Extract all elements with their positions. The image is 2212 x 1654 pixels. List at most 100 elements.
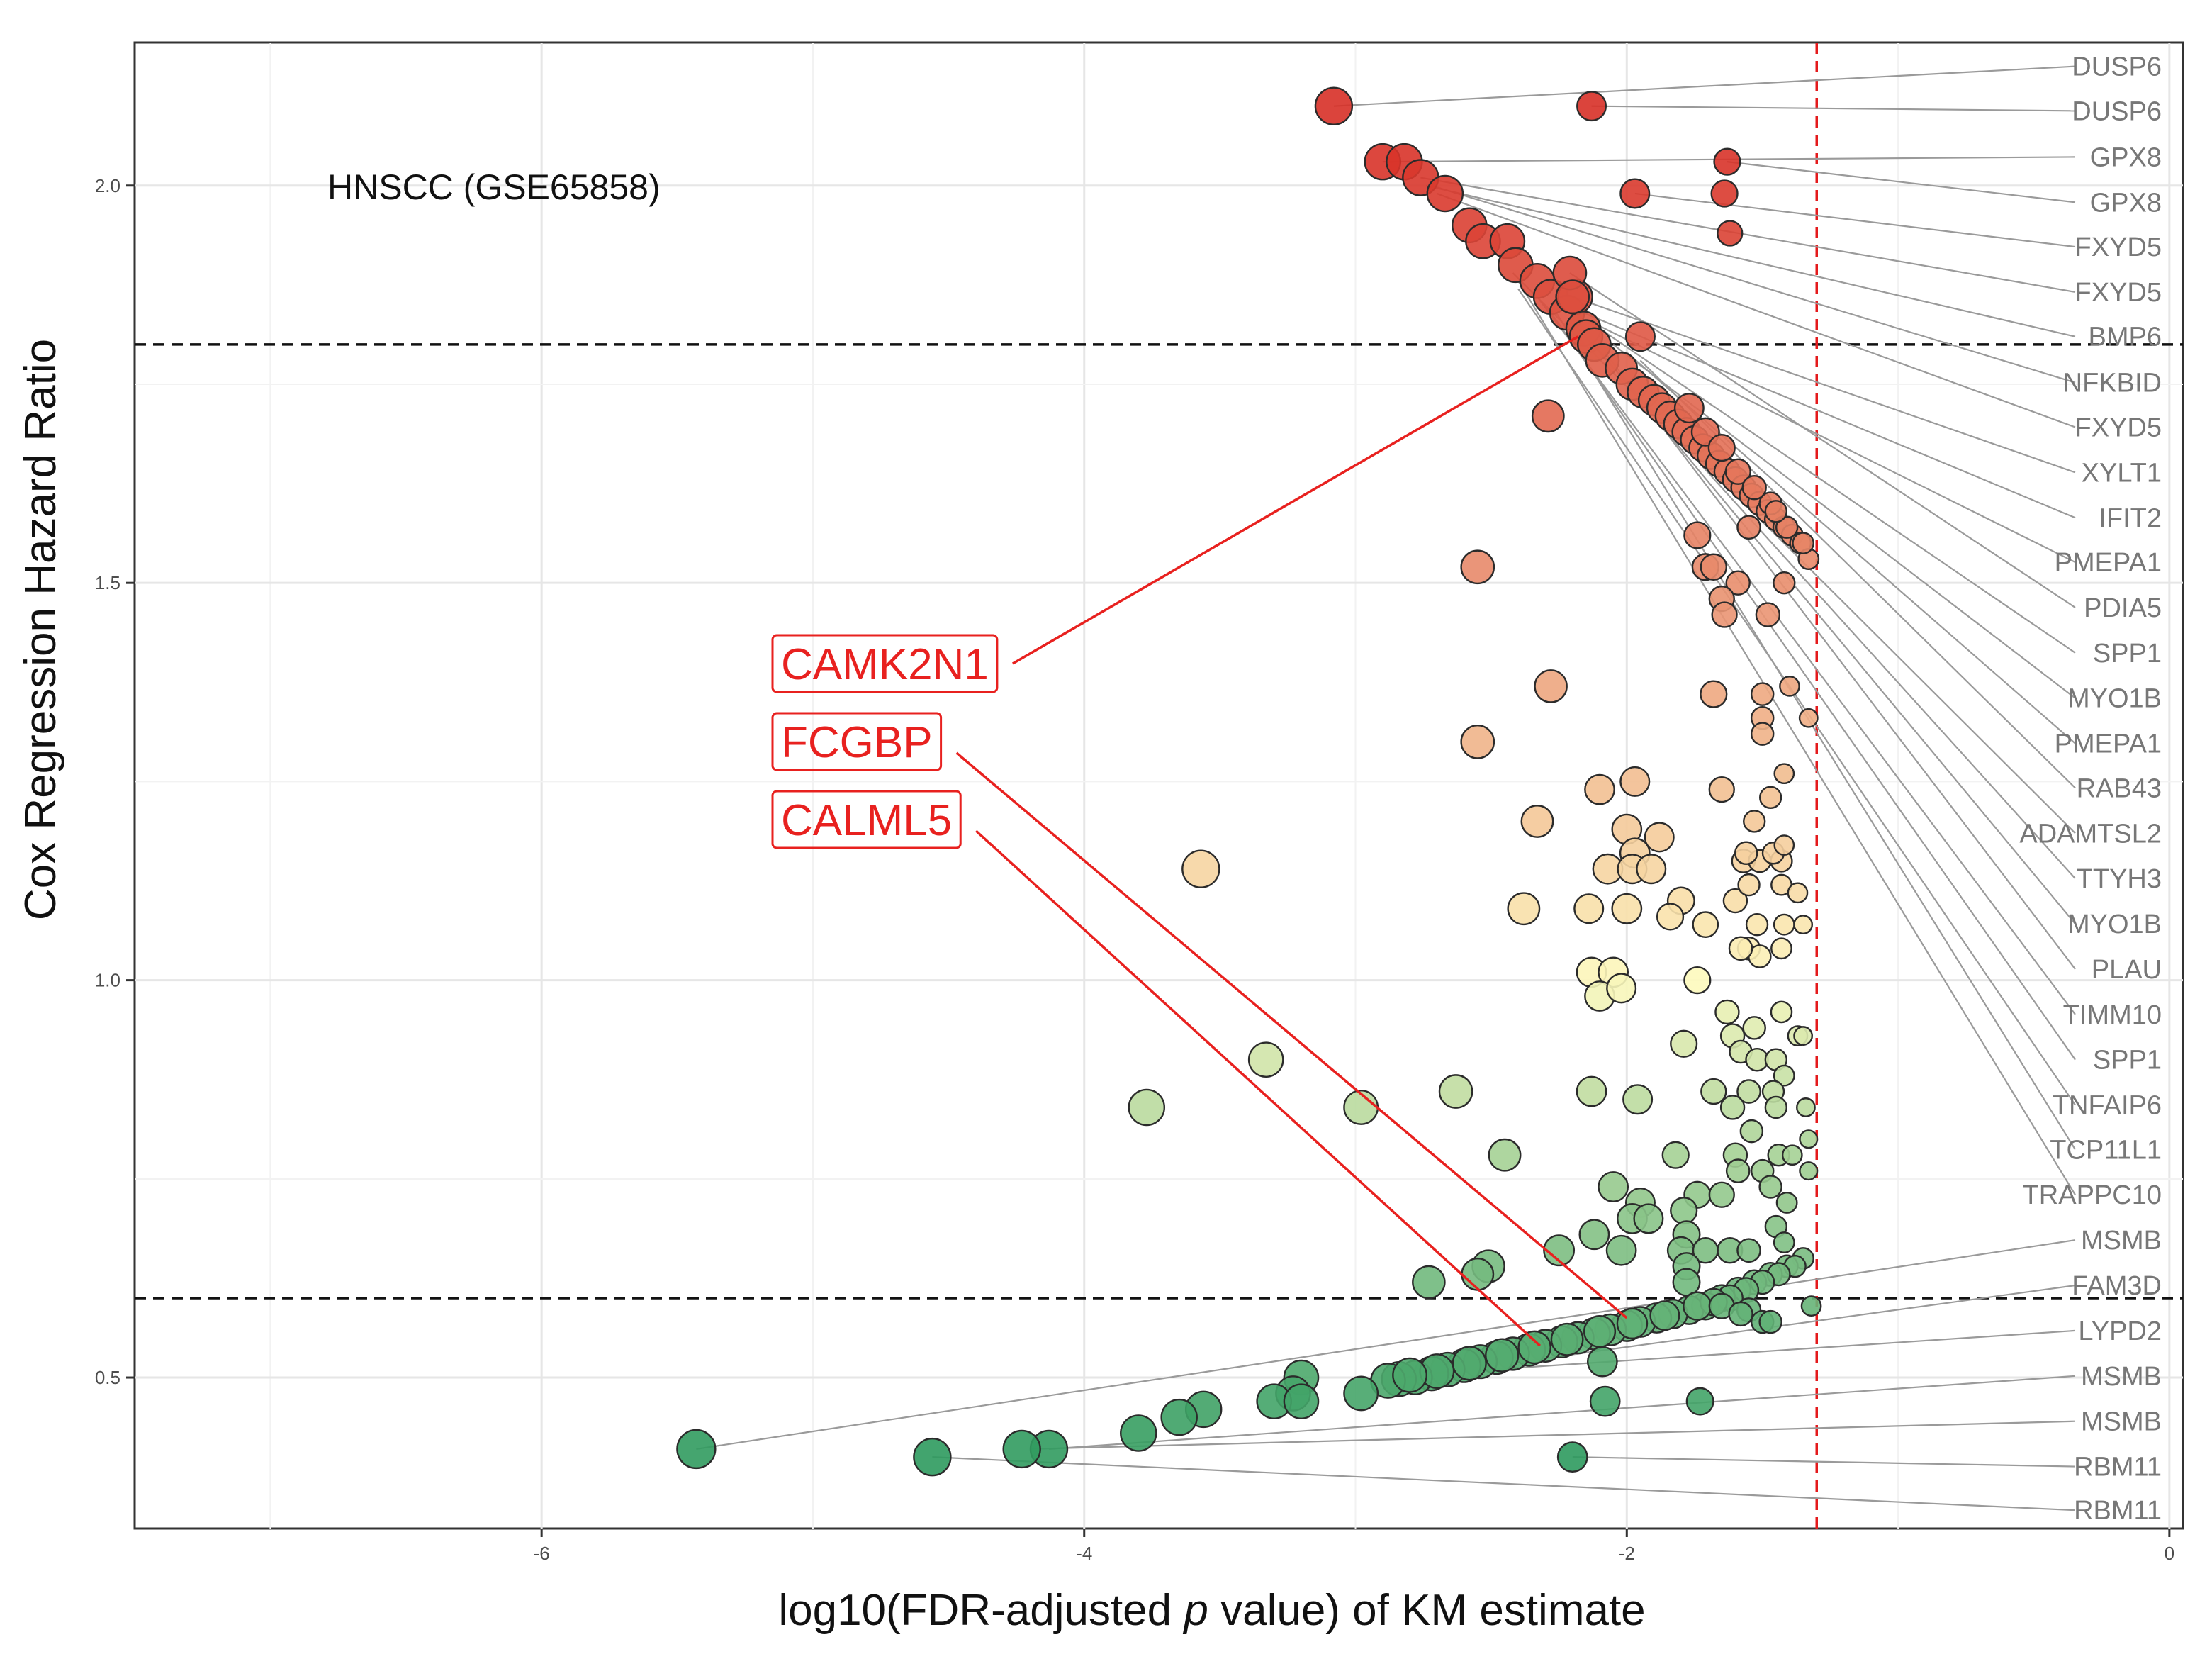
gene-label: PLAU: [2092, 955, 2162, 985]
label-leader-line: [1588, 320, 2076, 564]
data-point: [1737, 873, 1761, 897]
gene-labels: DUSP6 DUSP6 GPX8 GPX8 FXYD5 FXYD5 BMP6 NFKBID FX…: [2019, 52, 2162, 1526]
data-point: [1673, 393, 1705, 424]
data-point: [1742, 1016, 1766, 1040]
gene-label: IFIT2: [2099, 503, 2162, 533]
data-point: [1670, 1029, 1698, 1058]
data-point: [1661, 1141, 1690, 1169]
data-point: [1619, 766, 1651, 797]
label-leader-line: [1333, 65, 2076, 107]
gene-label: RBM11: [2074, 1453, 2162, 1482]
data-point: [1755, 602, 1781, 627]
data-point: [913, 1437, 952, 1477]
data-point: [1556, 1441, 1588, 1473]
data-point: [1717, 220, 1744, 247]
gene-label: TRAPPC10: [2023, 1180, 2162, 1210]
data-point: [1793, 1026, 1814, 1046]
callout-leader-line: [955, 751, 1628, 1319]
callout-box: [771, 712, 943, 771]
data-point: [1773, 571, 1796, 595]
data-point: [1685, 1387, 1714, 1416]
callout-calml5: CALML5: [771, 790, 1541, 1347]
gene-label: RBM11: [2074, 1496, 2162, 1526]
data-point: [1622, 1084, 1654, 1115]
data-point: [1461, 1257, 1495, 1291]
data-point: [1758, 1309, 1782, 1334]
x-axis-title-p: p: [1182, 1586, 1208, 1635]
y-tick-label: 2.0: [95, 175, 120, 196]
gene-label: FXYD5: [2075, 233, 2162, 262]
data-point: [1586, 1346, 1618, 1378]
gene-label: MSMB: [2081, 1226, 2162, 1256]
data-point: [1576, 1075, 1607, 1107]
data-point: [1555, 279, 1590, 315]
label-leader-line: [1048, 1375, 2076, 1451]
gene-label: PMEPA1: [2055, 730, 2162, 759]
data-point: [1708, 776, 1735, 803]
data-point: [1770, 937, 1792, 960]
gene-label: BMP6: [2089, 323, 2162, 352]
gene-label: FXYD5: [2075, 413, 2162, 442]
data-point: [1739, 1119, 1764, 1144]
data-point: [1798, 708, 1819, 728]
callouts: CAMK2N1 FCGBP CALML5: [771, 335, 1628, 1347]
data-point: [1714, 999, 1740, 1025]
data-point: [1692, 911, 1719, 938]
callout-camk2n1: CAMK2N1: [771, 335, 1579, 693]
data-point: [1799, 1161, 1819, 1181]
data-point: [1426, 174, 1464, 213]
data-point: [1534, 669, 1568, 703]
gene-label: GPX8: [2090, 188, 2162, 218]
data-point: [1488, 1138, 1522, 1172]
callout-label: CALML5: [781, 796, 952, 845]
data-point: [1711, 601, 1738, 628]
label-leader-line: [1517, 288, 2076, 1106]
gene-label: TCP11L1: [2050, 1135, 2162, 1165]
gene-label: MSMB: [2081, 1362, 2162, 1392]
data-point: [1710, 179, 1739, 208]
data-point: [1758, 786, 1782, 809]
data-point: [1576, 91, 1607, 122]
data-point: [1438, 1074, 1473, 1109]
data-point: [1700, 680, 1728, 708]
data-point: [1708, 1181, 1735, 1208]
data-point: [1283, 1383, 1320, 1419]
data-point: [1773, 763, 1795, 785]
gene-label: MSMB: [2081, 1407, 2162, 1437]
data-point: [1745, 912, 1769, 937]
data-point: [1343, 1090, 1379, 1125]
data-point: [1649, 1300, 1680, 1331]
label-leader-line: [696, 1239, 2076, 1451]
grid-layer: [135, 43, 2183, 1529]
gene-label: MYO1B: [2067, 910, 2162, 939]
data-point: [1589, 1385, 1621, 1417]
data-point: [1773, 834, 1795, 856]
label-leader-line: [1593, 344, 2076, 924]
cohort-annotation: HNSCC (GSE65858): [327, 167, 661, 207]
gene-label: MYO1B: [2067, 684, 2162, 714]
data-point: [1485, 1338, 1520, 1373]
gene-label: TIMM10: [2063, 1000, 2162, 1030]
data-point: [1764, 500, 1788, 523]
gene-label: GPX8: [2090, 143, 2162, 172]
data-point: [1598, 1171, 1629, 1202]
y-tick-label: 1.0: [95, 970, 120, 991]
data-point: [1452, 1346, 1487, 1381]
data-point: [1160, 1398, 1198, 1436]
data-point: [1120, 1414, 1157, 1452]
callout-fcgbp: FCGBP: [771, 712, 1628, 1319]
label-leader-line: [1569, 272, 2076, 608]
data-point: [1707, 434, 1736, 462]
data-point: [1736, 1238, 1761, 1263]
data-point: [1343, 1375, 1379, 1412]
data-point: [1713, 147, 1741, 176]
data-point: [1773, 1064, 1795, 1087]
data-point: [1670, 1197, 1698, 1225]
data-point: [1606, 973, 1637, 1004]
data-point: [1578, 1219, 1610, 1251]
callout-label: CAMK2N1: [781, 640, 989, 689]
gene-label: SPP1: [2093, 1046, 2162, 1075]
gene-label: TTYH3: [2077, 864, 2162, 894]
label-leader-line: [1431, 1329, 2076, 1375]
